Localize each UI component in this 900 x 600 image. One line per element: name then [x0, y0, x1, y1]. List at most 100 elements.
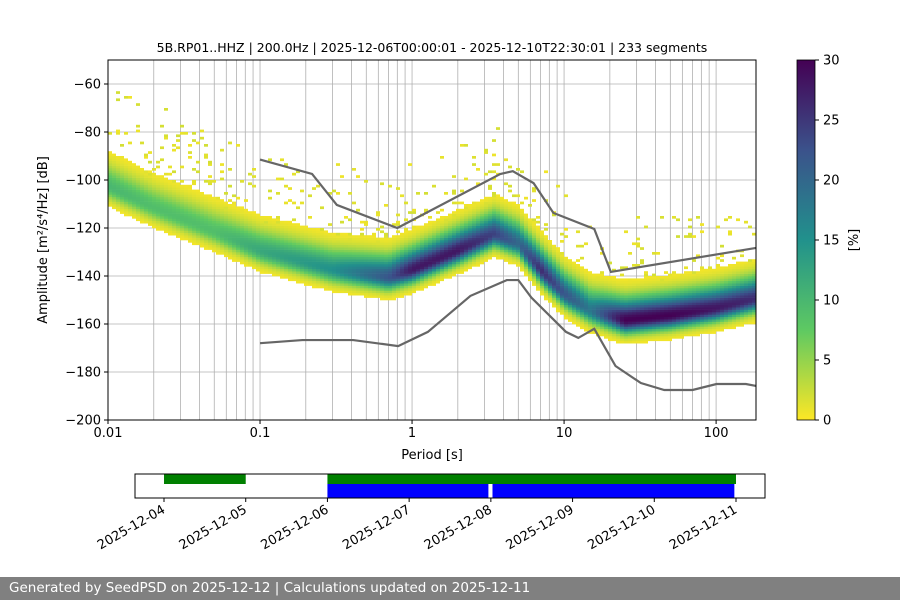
pdf-cell	[608, 288, 612, 291]
pdf-cell	[532, 199, 536, 202]
pdf-cell	[672, 321, 676, 325]
pdf-cell	[260, 235, 264, 238]
pdf-cell	[148, 201, 152, 205]
pdf-cell	[572, 302, 576, 306]
pdf-cell	[316, 280, 320, 284]
pdf-cell	[360, 280, 364, 284]
pdf-cell	[472, 230, 476, 234]
pdf-cell	[600, 326, 604, 330]
pdf-cell	[684, 300, 688, 303]
pdf-cell	[572, 304, 576, 308]
pdf-cell	[608, 280, 612, 284]
pdf-cell	[180, 184, 184, 188]
pdf-cell	[376, 213, 380, 217]
pdf-cell	[520, 237, 524, 241]
pdf-cell	[712, 309, 716, 313]
pdf-cell	[448, 252, 452, 255]
pdf-cell	[708, 309, 712, 313]
pdf-cell	[244, 261, 248, 265]
pdf-cell	[236, 247, 240, 250]
pdf-cell	[216, 218, 220, 222]
pdf-cell	[652, 297, 656, 301]
pdf-cell	[632, 290, 636, 294]
pdf-cell	[204, 199, 208, 202]
pdf-cell	[680, 278, 684, 282]
pdf-cell	[444, 268, 448, 272]
pdf-cell	[256, 242, 260, 246]
pdf-cell	[148, 213, 152, 217]
pdf-cell	[540, 256, 544, 260]
pdf-cell	[312, 187, 316, 190]
pdf-cell	[108, 199, 112, 202]
pdf-cell	[136, 177, 140, 181]
pdf-cell	[536, 244, 540, 248]
pdf-cell	[452, 273, 456, 277]
pdf-cell	[372, 249, 376, 253]
pdf-cell	[344, 288, 348, 291]
pdf-cell	[696, 331, 700, 334]
pdf-cell	[676, 336, 680, 339]
pdf-cell	[144, 201, 148, 205]
pdf-cell	[368, 280, 372, 284]
pdf-cell	[228, 228, 232, 231]
pdf-cell	[600, 285, 604, 289]
pdf-cell	[732, 288, 736, 291]
pdf-cell	[472, 252, 476, 255]
pdf-cell	[696, 307, 700, 310]
pdf-cell	[580, 273, 584, 277]
pdf-cell	[548, 266, 552, 270]
pdf-cell	[312, 232, 316, 236]
pdf-cell	[612, 319, 616, 322]
pdf-cell	[408, 244, 412, 248]
pdf-cell	[300, 225, 304, 229]
pdf-cell	[268, 259, 272, 262]
pdf-cell	[384, 244, 388, 248]
pdf-cell	[748, 307, 752, 310]
pdf-cell	[408, 235, 412, 238]
pdf-cell	[744, 264, 748, 267]
pdf-cell	[664, 326, 668, 330]
pdf-cell	[240, 254, 244, 258]
pdf-cell	[292, 268, 296, 272]
pdf-cell	[328, 271, 332, 274]
pdf-cell	[504, 206, 508, 210]
pdf-cell	[236, 216, 240, 219]
pdf-cell	[540, 247, 544, 250]
pdf-cell	[280, 249, 284, 253]
pdf-cell	[112, 204, 116, 207]
pdf-cell	[244, 232, 248, 236]
pdf-cell	[676, 285, 680, 289]
pdf-cell	[188, 196, 192, 200]
pdf-cell	[348, 240, 352, 243]
pdf-cell	[252, 225, 256, 229]
pdf-cell	[632, 321, 636, 325]
pdf-cell	[296, 271, 300, 274]
pdf-cell	[108, 170, 112, 174]
pdf-cell	[556, 304, 560, 308]
pdf-cell	[708, 326, 712, 330]
pdf-cell	[256, 225, 260, 229]
pdf-cell	[216, 252, 220, 255]
pdf-cell	[624, 278, 628, 282]
pdf-cell	[644, 312, 648, 315]
pdf-cell	[128, 189, 132, 193]
pdf-cell	[208, 196, 212, 200]
pdf-cell	[464, 206, 468, 210]
pdf-cell	[192, 180, 196, 183]
pdf-cell	[116, 91, 120, 94]
pdf-cell	[544, 273, 548, 277]
pdf-cell	[180, 208, 184, 212]
pdf-cell	[444, 256, 448, 260]
pdf-cell	[204, 194, 208, 198]
pdf-cell	[340, 261, 344, 265]
pdf-cell	[692, 319, 696, 322]
pdf-cell	[660, 290, 664, 294]
pdf-cell	[364, 249, 368, 253]
pdf-cell	[752, 290, 756, 294]
pdf-cell	[276, 232, 280, 236]
pdf-cell	[356, 278, 360, 282]
pdf-cell	[172, 225, 176, 229]
pdf-cell	[448, 235, 452, 238]
pdf-cell	[344, 285, 348, 289]
pdf-cell	[300, 237, 304, 241]
